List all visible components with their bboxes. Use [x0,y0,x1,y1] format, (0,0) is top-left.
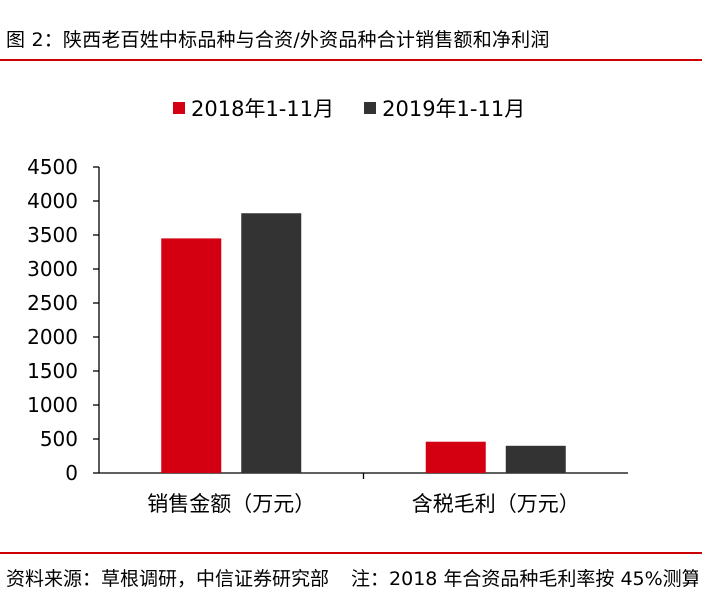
source-line: 资料来源：草根调研，中信证券研究部 注：2018 年合资品种毛利率按 45%测算 [6,564,698,594]
y-tick-label: 500 [40,427,78,451]
y-tick-label: 0 [65,461,78,485]
y-tick-label: 2500 [27,291,78,315]
legend-swatch-2018 [173,102,185,114]
legend-label-2019: 2019年1-11月 [382,97,526,121]
title-divider [0,59,702,61]
y-tick-label: 1500 [27,359,78,383]
legend-item-2019: 2019年1-11月 [364,93,525,123]
y-tick-label: 1000 [27,393,78,417]
figure-title: 图 2：陕西老百姓中标品种与合资/外资品种合计销售额和净利润 [6,29,550,51]
legend-item-2018: 2018年1-11月 [173,93,334,123]
y-tick-label: 3500 [27,223,78,247]
bar-2018-1 [425,441,486,473]
x-category-label: 含税毛利（万元） [412,492,580,516]
y-tick-label: 4500 [27,155,78,179]
bar-2018-0 [161,238,222,473]
source-divider [0,552,702,554]
x-category-label: 销售金额（万元） [147,492,315,516]
legend-label-2018: 2018年1-11月 [191,97,335,121]
y-tick-label: 4000 [27,189,78,213]
source-note: 注：2018 年合资品种毛利率按 45%测算 [351,568,698,590]
bar-2019-0 [241,213,302,473]
bar-2019-1 [505,445,566,473]
chart-legend: 2018年1-11月 2019年1-11月 [173,93,555,123]
legend-swatch-2019 [364,102,377,114]
y-tick-label: 3000 [27,257,78,281]
y-tick-label: 2000 [27,325,78,349]
bar-chart: 0 500 1000 1500 2000 2500 3000 3500 4000 4500 销售金额… [27,155,628,516]
source-label: 资料来源：草根调研，中信证券研究部 [6,568,330,590]
